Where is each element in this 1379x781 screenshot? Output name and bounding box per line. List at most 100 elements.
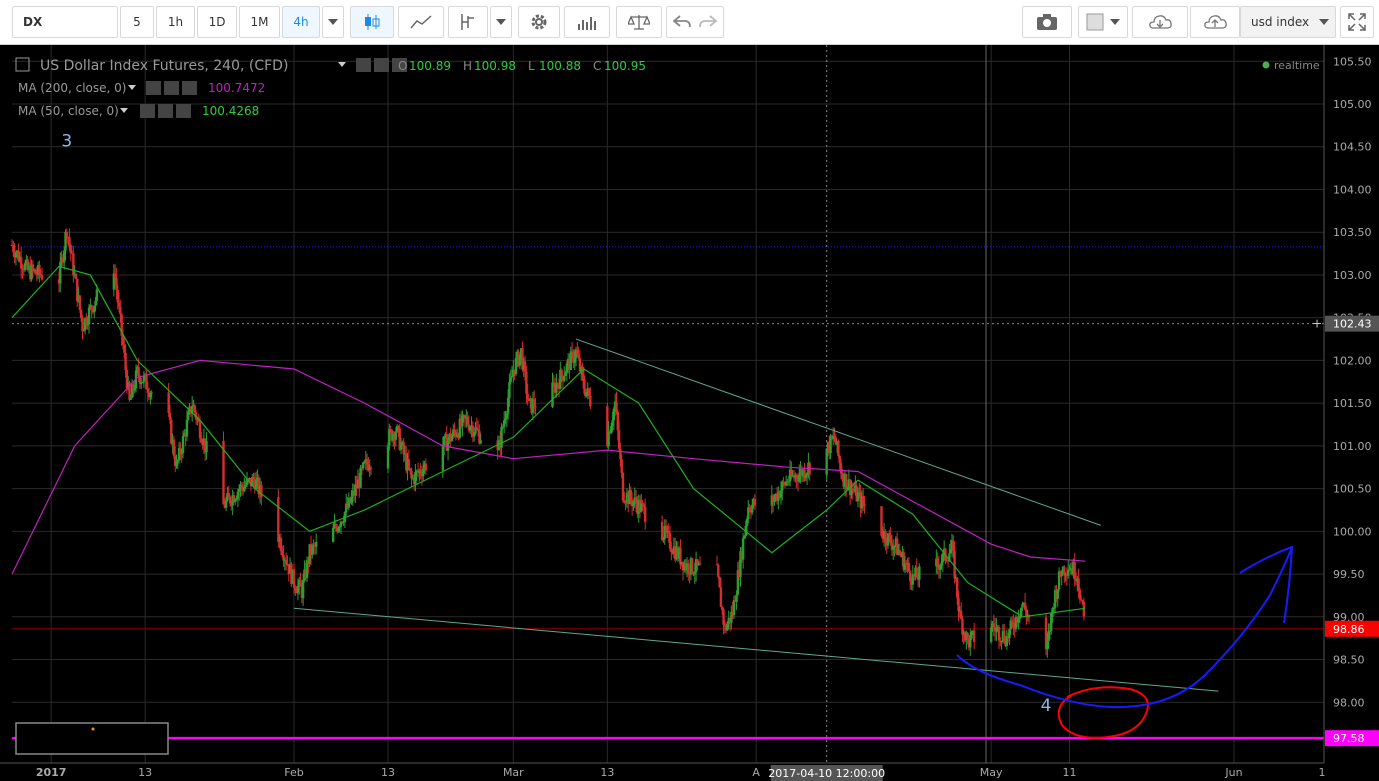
candle-body bbox=[916, 577, 920, 580]
candle-body bbox=[580, 366, 583, 372]
save-chart-button[interactable] bbox=[1190, 6, 1240, 38]
candle-body bbox=[129, 397, 133, 400]
candle-body bbox=[281, 551, 284, 556]
candle-body bbox=[86, 324, 89, 326]
price-chart[interactable]: 105.50 105.00 104.50 104.00 103.50 103.00 102.… bbox=[0, 45, 1379, 781]
candle-body bbox=[734, 599, 737, 602]
compare-button[interactable] bbox=[564, 6, 610, 38]
candle-body bbox=[475, 427, 478, 429]
interval-1h-button[interactable]: 1h bbox=[156, 6, 195, 38]
candle-body bbox=[634, 497, 638, 504]
candle-body bbox=[740, 551, 744, 560]
background-color-button[interactable] bbox=[1078, 6, 1128, 38]
candle-body bbox=[450, 436, 454, 442]
indicators-button[interactable] bbox=[448, 6, 488, 38]
load-chart-button[interactable] bbox=[1132, 6, 1188, 38]
interval-dropdown-button[interactable] bbox=[322, 6, 344, 38]
interval-4h-button[interactable]: 4h bbox=[282, 6, 320, 38]
candle-body bbox=[138, 376, 142, 384]
time-axis[interactable]: 2017 13 Feb 13 Mar 13 A May 11 Jun 1 2017-04-10 12:… bbox=[0, 762, 1379, 781]
redo-icon[interactable] bbox=[699, 15, 717, 29]
snapshot-button[interactable] bbox=[1022, 6, 1072, 38]
ma50-gear-icon[interactable] bbox=[158, 104, 173, 118]
trendline-support[interactable] bbox=[293, 607, 1219, 692]
candle-body bbox=[630, 499, 634, 507]
style-dropdown-button[interactable] bbox=[490, 6, 512, 38]
candle-body bbox=[423, 463, 426, 470]
candle-body bbox=[576, 349, 579, 355]
candle-body bbox=[1000, 640, 1003, 642]
candle-body bbox=[1081, 599, 1084, 602]
candle-body bbox=[234, 499, 237, 503]
candle-body bbox=[226, 492, 229, 501]
candle-body bbox=[627, 493, 630, 505]
trendline-resistance[interactable] bbox=[575, 338, 1102, 526]
grid-lines bbox=[12, 45, 1324, 763]
candle-body bbox=[13, 251, 16, 258]
legend-eye-icon[interactable] bbox=[356, 58, 371, 72]
interval-1d-button[interactable]: 1D bbox=[197, 6, 237, 38]
ma200-close-icon[interactable] bbox=[182, 81, 197, 95]
candle-body bbox=[359, 467, 362, 488]
ma200-gear-icon[interactable] bbox=[164, 81, 179, 95]
candles-style-button[interactable] bbox=[350, 6, 394, 38]
red-circle-drawing[interactable] bbox=[1057, 686, 1149, 739]
line-style-button[interactable] bbox=[398, 6, 444, 38]
interval-5-button[interactable]: 5 bbox=[120, 6, 154, 38]
ma50-close-icon[interactable] bbox=[176, 104, 191, 118]
fullscreen-button[interactable] bbox=[1340, 6, 1374, 38]
symbol-search-field[interactable]: DX bbox=[12, 6, 118, 38]
candle-body bbox=[258, 484, 262, 495]
legend-close-icon[interactable] bbox=[392, 58, 407, 72]
chart-layout-name-field[interactable]: usd index bbox=[1240, 6, 1336, 38]
candle-body bbox=[40, 275, 44, 280]
trendline-drawings[interactable] bbox=[293, 338, 1219, 692]
candle-body bbox=[1068, 569, 1071, 571]
bar-chart-icon bbox=[578, 17, 596, 30]
freehand-drawings[interactable] bbox=[956, 545, 1294, 739]
candle-body bbox=[1003, 631, 1006, 642]
candle-body bbox=[958, 610, 962, 612]
settings-button[interactable] bbox=[518, 6, 560, 38]
candle-body bbox=[574, 349, 578, 359]
ohlc-key: H bbox=[463, 59, 472, 73]
candle-body bbox=[253, 480, 257, 490]
candle-body bbox=[90, 305, 93, 310]
candle-body bbox=[689, 558, 693, 575]
time-tick-label: 13 bbox=[381, 766, 395, 779]
candle-body bbox=[804, 475, 807, 479]
candle-body bbox=[681, 561, 685, 571]
candle-body bbox=[279, 537, 283, 552]
navigator-box[interactable] bbox=[15, 722, 169, 755]
candle-body bbox=[573, 358, 576, 363]
candle-body bbox=[632, 501, 635, 507]
candle-body bbox=[623, 500, 626, 503]
price-axis[interactable]: 105.50 105.00 104.50 104.00 103.50 103.00 102.… bbox=[1312, 45, 1379, 781]
undo-icon[interactable] bbox=[673, 15, 691, 29]
time-tick-label: 2017 bbox=[36, 766, 67, 779]
collapse-legend-icon[interactable] bbox=[15, 57, 30, 72]
ma50-eye-icon[interactable] bbox=[140, 104, 155, 118]
alert-scale-button[interactable] bbox=[616, 6, 662, 38]
candle-body bbox=[557, 384, 561, 389]
candle-body bbox=[995, 627, 998, 632]
candle-body bbox=[130, 384, 134, 398]
blue-arrow-head[interactable] bbox=[1239, 545, 1294, 624]
candle-body bbox=[936, 558, 939, 565]
ma200-eye-icon[interactable] bbox=[146, 81, 161, 95]
legend-gear-icon[interactable] bbox=[374, 58, 389, 72]
candle-body bbox=[240, 484, 243, 488]
chevron-down-icon[interactable] bbox=[128, 85, 136, 90]
candle-body bbox=[1082, 601, 1086, 617]
candle-body bbox=[21, 268, 24, 270]
candle-body bbox=[825, 448, 828, 475]
candle-body bbox=[307, 559, 310, 564]
interval-1m-button[interactable]: 1M bbox=[239, 6, 280, 38]
chevron-down-icon[interactable] bbox=[120, 108, 128, 113]
candle-body bbox=[390, 430, 394, 441]
candle-body bbox=[642, 504, 646, 507]
chevron-down-icon[interactable] bbox=[338, 62, 346, 67]
candle-body bbox=[856, 493, 860, 502]
candle-body bbox=[1059, 571, 1062, 576]
blue-projection-curve[interactable] bbox=[956, 546, 1293, 709]
